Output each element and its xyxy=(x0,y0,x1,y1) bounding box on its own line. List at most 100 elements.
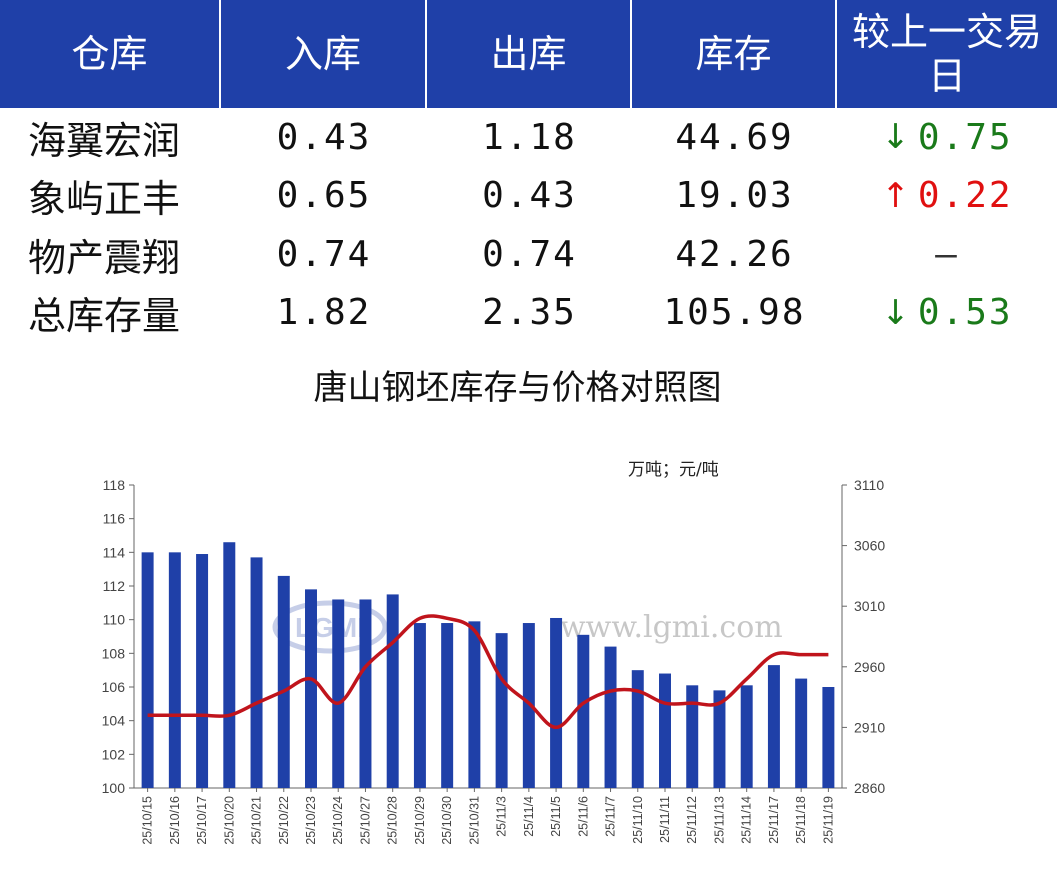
outbound-value: 0.74 xyxy=(482,233,577,275)
inventory-bar xyxy=(277,575,290,788)
left-tick-label: 110 xyxy=(103,612,126,628)
right-tick-label: 2860 xyxy=(854,780,885,796)
header-change: 较上一交易日 xyxy=(837,0,1057,108)
warehouse-name: 象屿正丰 xyxy=(28,177,181,222)
x-tick-label: 25/11/13 xyxy=(712,796,726,844)
chart-unit-label: 万吨；元/吨 xyxy=(628,460,719,480)
right-tick-label: 2910 xyxy=(854,719,885,735)
inventory-bar xyxy=(386,594,399,788)
x-tick-label: 25/10/30 xyxy=(440,796,454,845)
left-tick-label: 102 xyxy=(102,746,126,762)
inventory-bar xyxy=(250,557,263,788)
table-body: 海翼宏润 0.43 1.18 44.69 ↓ 0.75 象屿正丰 0.65 0.43 19.03 ↑… xyxy=(0,108,1057,342)
inbound-value: 1.82 xyxy=(276,292,372,334)
price-line xyxy=(147,614,829,730)
x-tick-label: 25/10/20 xyxy=(222,796,236,845)
outbound-value: 0.43 xyxy=(482,175,577,217)
inventory-bar xyxy=(413,623,426,788)
inventory-bar xyxy=(332,599,345,788)
right-tick-label: 3010 xyxy=(854,598,885,614)
header-warehouse: 仓库 xyxy=(0,0,221,108)
x-tick-label: 25/10/24 xyxy=(331,796,345,845)
chart-area: 唐山钢坯库存与价格对照图 万吨；元/吨 LGMI www.lgmi.com 10… xyxy=(0,342,1057,895)
inventory-bar xyxy=(441,623,454,788)
x-tick-label: 25/11/18 xyxy=(794,796,808,844)
change-cell: – xyxy=(837,234,1057,275)
arrow-down-icon: ↓ xyxy=(881,292,912,333)
header-outbound: 出库 xyxy=(427,0,632,108)
right-tick-label: 2960 xyxy=(854,659,885,675)
inventory-bar xyxy=(604,646,617,788)
arrow-up-icon: ↑ xyxy=(881,175,912,216)
table-row: 象屿正丰 0.65 0.43 19.03 ↑ 0.22 xyxy=(0,167,1057,226)
inventory-bar xyxy=(196,554,209,788)
left-tick-label: 100 xyxy=(102,780,126,796)
left-tick-label: 114 xyxy=(103,544,126,560)
x-tick-label: 25/10/28 xyxy=(386,796,400,845)
x-tick-label: 25/11/7 xyxy=(604,796,618,837)
left-tick-label: 108 xyxy=(102,645,126,661)
left-tick-label: 104 xyxy=(102,713,126,729)
chart-title: 唐山钢坯库存与价格对照图 xyxy=(313,368,722,408)
header-stock: 库存 xyxy=(632,0,837,108)
inbound-value: 0.43 xyxy=(276,116,372,158)
change-value: 0.75 xyxy=(917,116,1013,158)
table-row: 总库存量 1.82 2.35 105.98 ↓ 0.53 xyxy=(0,284,1057,343)
inventory-bar xyxy=(686,685,699,788)
inventory-bar xyxy=(713,690,726,788)
table-header: 仓库 入库 出库 库存 较上一交易日 xyxy=(0,0,1057,108)
x-tick-label: 25/10/15 xyxy=(141,796,155,845)
table-row: 物产震翔 0.74 0.74 42.26 – xyxy=(0,225,1057,284)
x-tick-label: 25/11/10 xyxy=(631,796,645,844)
arrow-down-icon: ↓ xyxy=(881,117,912,158)
x-tick-label: 25/10/27 xyxy=(358,796,372,845)
stock-value: 42.26 xyxy=(675,233,794,275)
change-cell: ↓ 0.75 xyxy=(837,117,1057,158)
x-tick-label: 25/11/19 xyxy=(821,796,835,844)
change-value: 0.22 xyxy=(917,175,1013,217)
right-tick-label: 3110 xyxy=(854,477,884,493)
header-change-label: 较上一交易日 xyxy=(852,10,1043,98)
stock-value: 19.03 xyxy=(675,175,794,217)
x-tick-label: 25/11/3 xyxy=(495,796,509,837)
inventory-bar xyxy=(740,685,753,788)
inventory-bar xyxy=(223,542,236,788)
x-tick-label: 25/10/21 xyxy=(250,796,264,845)
change-cell: ↓ 0.53 xyxy=(837,292,1057,333)
inventory-bar xyxy=(631,670,644,788)
stock-value: 44.69 xyxy=(675,116,794,158)
x-tick-label: 25/11/5 xyxy=(549,796,563,837)
inbound-value: 0.74 xyxy=(276,233,372,275)
x-tick-label: 25/10/22 xyxy=(277,796,291,845)
change-cell: ↑ 0.22 xyxy=(837,175,1057,216)
change-value: – xyxy=(935,233,959,275)
inventory-bar xyxy=(550,617,563,788)
inventory-bar xyxy=(305,589,317,788)
warehouse-name: 物产震翔 xyxy=(28,235,181,280)
x-tick-label: 25/10/16 xyxy=(168,796,182,845)
left-tick-label: 106 xyxy=(102,679,126,695)
left-tick-label: 112 xyxy=(103,578,126,594)
x-tick-label: 25/10/23 xyxy=(304,796,318,845)
watermark-text: www.lgmi.com xyxy=(560,610,783,645)
x-tick-label: 25/11/17 xyxy=(767,796,781,844)
change-value: 0.53 xyxy=(917,292,1013,334)
inbound-value: 0.65 xyxy=(276,175,372,217)
table-row: 海翼宏润 0.43 1.18 44.69 ↓ 0.75 xyxy=(0,108,1057,167)
left-tick-label: 116 xyxy=(103,511,126,527)
outbound-value: 1.18 xyxy=(482,116,577,158)
stock-value: 105.98 xyxy=(663,292,806,334)
inventory-bar xyxy=(168,552,181,788)
x-tick-label: 25/11/12 xyxy=(685,796,699,844)
warehouse-name: 总库存量 xyxy=(28,294,181,339)
header-inbound: 入库 xyxy=(221,0,427,108)
inventory-bar xyxy=(767,665,780,788)
inventory-price-chart: 100 102 104 106 108 110 112 114 116 118 2860 2910 29… xyxy=(102,477,886,845)
x-tick-label: 25/10/17 xyxy=(195,796,209,845)
inventory-bar xyxy=(495,633,508,788)
inventory-bar xyxy=(822,687,835,788)
inventory-table: 仓库 入库 出库 库存 较上一交易日 海翼宏润 0.43 1.18 44.69 ↓ 0.7… xyxy=(0,0,1057,342)
inventory-bar xyxy=(659,673,671,788)
x-tick-label: 25/11/14 xyxy=(740,796,754,844)
right-tick-label: 3060 xyxy=(854,538,885,554)
